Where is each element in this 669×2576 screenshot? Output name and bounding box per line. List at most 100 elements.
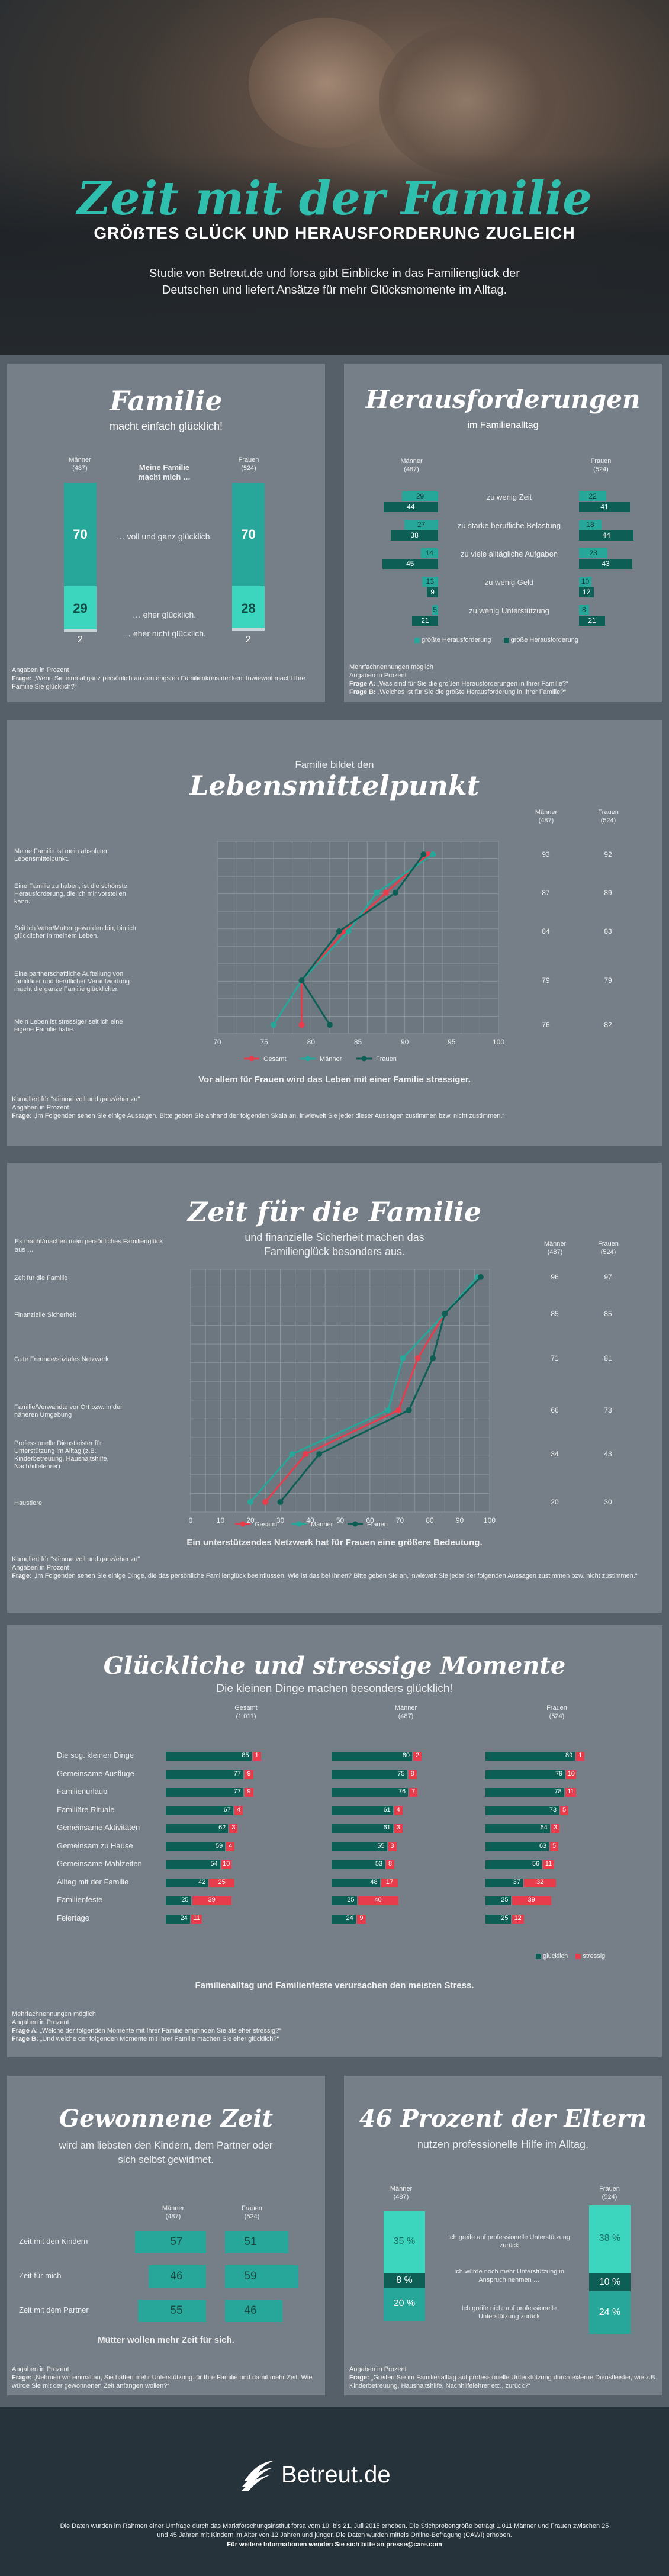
familie-women-value-eher: 28	[241, 601, 256, 616]
momente-value-gluecklich: 77	[233, 1770, 241, 1777]
momente-header-gesamt: Gesamt (1.011)	[234, 1705, 258, 1720]
familie-center-header: Meine Familie macht mich …	[138, 463, 191, 481]
legend-point	[305, 1056, 311, 1062]
women-value: 82	[604, 1021, 612, 1029]
momente-header-maenner: Männer (487)	[394, 1705, 417, 1720]
momente-bar-gluecklich	[332, 1788, 409, 1797]
panel-familie	[7, 364, 325, 702]
legend-point	[249, 1056, 255, 1062]
series-gesamt-point	[414, 1355, 421, 1361]
legend-point	[361, 1056, 367, 1062]
row-label: Meine Familie ist mein absoluter Lebensm…	[14, 848, 108, 863]
hf-men-value-groesste: 13	[426, 577, 435, 586]
momente-value-stressig: 9	[247, 1770, 251, 1777]
momente-footnote: Mehrfachnennungen möglich Angaben in Pro…	[12, 2011, 281, 2043]
women-value: 85	[604, 1310, 612, 1318]
momente-row-label: Alltag mit der Familie	[57, 1877, 129, 1886]
momente-value-stressig: 25	[218, 1878, 226, 1886]
momente-bar-stressig	[413, 1752, 422, 1761]
momente-value-stressig: 1	[578, 1752, 583, 1759]
momente-row-label: Die sog. kleinen Dinge	[57, 1751, 134, 1760]
momente-bar-gluecklich	[332, 1842, 387, 1851]
momente-bar-stressig	[358, 1896, 398, 1905]
familie-men-bar-voll	[64, 483, 97, 586]
hf-women-bar-groesste	[579, 605, 589, 615]
lmp-women-header: Frauen (524)	[598, 809, 619, 824]
hf-women-value-grosse: 44	[602, 531, 610, 539]
hf-women-bar-groesste	[579, 520, 602, 530]
row-label-box: Haustiere	[14, 1499, 43, 1507]
momente-bar-gluecklich	[332, 1806, 393, 1815]
men-value: 87	[542, 889, 550, 897]
hf-women-value-grosse: 41	[600, 503, 609, 511]
momente-value-stressig: 5	[552, 1842, 557, 1850]
momente-value-gluecklich: 63	[539, 1842, 547, 1850]
series-frauen-point	[442, 1311, 448, 1317]
momente-value-gluecklich: 89	[565, 1752, 573, 1759]
momente-bar-gluecklich	[166, 1914, 190, 1924]
hf-men-value-grosse: 38	[410, 531, 419, 539]
prozent-men-bar-1	[384, 2211, 425, 2273]
prozent-men-value-2: 8 %	[396, 2275, 413, 2285]
familie-men-bar-eher	[64, 586, 97, 629]
momente-value-gluecklich: 61	[383, 1824, 391, 1831]
prozent-label-2: Ich würde noch mehr Unterstützung in Ans…	[454, 2268, 564, 2284]
gewonnen-women-header: Frauen (524)	[242, 2205, 262, 2220]
momente-value-stressig: 11	[545, 1860, 552, 1867]
hf-men-value-groesste: 29	[416, 492, 424, 500]
momente-value-stressig: 11	[567, 1788, 574, 1795]
momente-value-stressig: 4	[396, 1806, 400, 1813]
lebensmittelpunkt-kicker: Familie bildet den	[295, 759, 374, 770]
momente-bar-gluecklich	[485, 1860, 542, 1869]
lmp-footnote: Kumuliert für "stimme voll und ganz/eher…	[12, 1096, 505, 1120]
plot-area	[217, 841, 499, 1034]
momente-row-label: Gemeinsame Ausflüge	[57, 1768, 134, 1778]
zeit-chart: 0 10 20 30 40 50 60 70 80 90 100 Zeit für die Famil…	[14, 1269, 612, 1528]
series-maenner-point	[385, 1407, 391, 1413]
hf-men-value-grosse: 9	[430, 588, 435, 596]
momente-value-gluecklich: 76	[398, 1788, 406, 1795]
hf-women-value-groesste: 10	[581, 577, 590, 586]
momente-value-gluecklich: 77	[233, 1788, 241, 1795]
momente-value-stressig: 9	[247, 1788, 251, 1795]
gewonnen-row-label: Zeit für mich	[19, 2271, 62, 2280]
prozent-women-value-1: 38 %	[599, 2233, 621, 2243]
gewonnen-women-value: 59	[244, 2270, 257, 2282]
x-tick-label: 90	[456, 1516, 464, 1525]
momente-title: Glückliche und stressige Momente	[103, 1652, 566, 1680]
momente-bar-gluecklich	[166, 1878, 208, 1887]
momente-bar-stressig	[560, 1806, 569, 1815]
familie-women-bar-voll	[232, 483, 265, 586]
series-frauen-point	[392, 890, 398, 896]
hf-men-value-groesste: 27	[417, 520, 426, 529]
legend-label: Frauen	[376, 1056, 397, 1063]
momente-legend: glücklich stressig	[536, 1953, 654, 1960]
familie-men-value-nicht: 2	[78, 635, 83, 645]
hero-title: Zeit mit der Familie	[77, 172, 592, 226]
momente-value-gluecklich: 59	[216, 1842, 223, 1850]
momente-value-gluecklich: 78	[554, 1788, 562, 1795]
momente-bar-stressig	[386, 1860, 395, 1869]
momente-value-gluecklich: 53	[375, 1860, 383, 1867]
momente-bar-stressig	[566, 1770, 577, 1779]
legend-swatch-stressig	[575, 1953, 581, 1959]
momente-value-gluecklich: 24	[346, 1914, 353, 1922]
momente-value-stressig: 17	[385, 1878, 394, 1886]
momente-bar-stressig	[543, 1860, 554, 1869]
men-value: 84	[542, 927, 550, 935]
series-frauen-point	[298, 977, 305, 983]
footer-logo[interactable]: Betreut.de	[240, 2457, 435, 2493]
row-label: Professionelle Dienstleister für Unterst…	[14, 1440, 109, 1470]
prozent-subtitle: nutzen professionelle Hilfe im Alltag.	[417, 2138, 589, 2150]
momente-bar-gluecklich	[332, 1860, 385, 1869]
row-label: Haustiere	[14, 1499, 43, 1507]
momente-value-gluecklich: 80	[402, 1752, 410, 1759]
hf-women-bar-groesste	[579, 548, 608, 558]
series-maenner-point	[400, 1355, 406, 1361]
prozent-label-1: Ich greife auf professionelle Unterstütz…	[448, 2234, 571, 2249]
hf-men-value-grosse: 21	[421, 616, 429, 625]
momente-value-gluecklich: 54	[210, 1860, 218, 1867]
series-frauen-point	[316, 1451, 323, 1457]
prozent-men-bar-2	[384, 2273, 425, 2288]
prozent-women-bar-2	[589, 2273, 631, 2291]
